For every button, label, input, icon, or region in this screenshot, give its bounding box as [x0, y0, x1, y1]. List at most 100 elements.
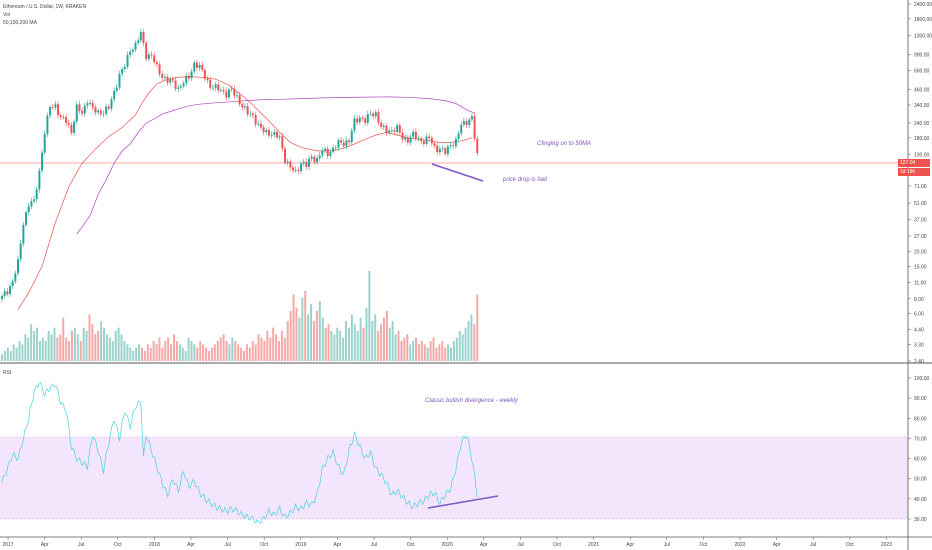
volume-bar — [415, 337, 418, 361]
candle — [227, 87, 230, 100]
volume-bar — [377, 331, 380, 361]
candle — [219, 86, 222, 93]
volume-bar — [129, 347, 132, 361]
volume-bar — [243, 351, 246, 361]
volume-bar — [417, 344, 420, 361]
candle — [153, 52, 156, 65]
volume-bar — [3, 351, 6, 361]
volume-bar — [91, 324, 94, 361]
candle — [118, 70, 121, 90]
volume-bar — [79, 341, 82, 361]
candle — [54, 100, 57, 111]
candle — [404, 134, 407, 143]
candle — [89, 99, 92, 106]
candle — [171, 76, 174, 84]
candle — [59, 112, 62, 120]
price-tick-label: 11.00 — [914, 280, 926, 286]
time-tick-label: Jul — [224, 542, 230, 548]
volume-bar — [458, 331, 461, 361]
candle — [425, 133, 428, 147]
volume-bar — [461, 334, 464, 361]
price-tick-label: 27.00 — [914, 234, 927, 240]
candle — [342, 139, 345, 149]
volume-bar — [41, 337, 44, 361]
volume-bar — [464, 327, 467, 361]
volume-bar — [44, 341, 47, 361]
candle — [25, 210, 28, 228]
candle — [113, 87, 116, 103]
candle — [270, 131, 273, 139]
volume-bar — [120, 334, 123, 361]
candle — [340, 136, 343, 146]
candle — [243, 103, 246, 111]
candle — [78, 100, 81, 114]
candle — [462, 117, 465, 127]
candle — [406, 134, 409, 145]
price-tick-label: 71.00 — [914, 184, 927, 190]
candle — [316, 154, 319, 166]
candle — [70, 122, 73, 136]
candle — [126, 51, 129, 70]
candle — [150, 50, 153, 59]
candle — [51, 103, 54, 110]
candle — [134, 40, 137, 53]
candle — [169, 76, 172, 86]
candle — [300, 161, 303, 175]
volume-bar — [432, 337, 435, 361]
volume-bar — [15, 347, 18, 361]
candle — [441, 145, 444, 152]
volume-bar — [47, 331, 50, 361]
price-tick-label: 15.00 — [914, 264, 927, 270]
volume-bar — [374, 314, 377, 361]
volume-bar — [100, 321, 103, 361]
price-tick-label: 460.00 — [914, 87, 930, 93]
volume-bar — [269, 337, 272, 361]
volume-bar — [117, 327, 120, 361]
candle — [473, 112, 476, 142]
candle — [91, 99, 94, 111]
volume-bar — [476, 294, 479, 361]
volume-bar — [30, 324, 33, 361]
candle — [230, 86, 233, 93]
volume-bar — [231, 337, 234, 361]
time-tick-label: 2023 — [881, 542, 892, 548]
volume-bar — [438, 344, 441, 361]
candle — [364, 115, 367, 127]
candle — [145, 40, 148, 62]
volume-bar — [70, 331, 73, 361]
candle — [366, 110, 369, 126]
volume-bar — [455, 337, 458, 361]
time-tick-label: Apr — [187, 542, 195, 548]
volume-bar — [158, 337, 161, 361]
rsi-tick-label: 40.00 — [914, 497, 927, 503]
volume-bar — [59, 334, 62, 361]
volume-bar — [240, 347, 243, 361]
price-tick-label: 1300.00 — [914, 34, 932, 40]
candle — [83, 103, 86, 117]
volume-bar — [155, 344, 158, 361]
time-tick-label: Jul — [810, 542, 816, 548]
rsi-series — [1, 382, 478, 524]
candle — [214, 81, 217, 91]
volume-bar — [409, 344, 412, 361]
candle — [86, 100, 89, 109]
candle — [401, 129, 404, 143]
volume-bar — [88, 314, 91, 361]
candle — [422, 138, 425, 147]
candle — [129, 48, 132, 58]
volume-bar — [277, 341, 280, 361]
volume-bar — [205, 347, 208, 361]
volume-bar — [56, 337, 59, 361]
candle — [396, 123, 399, 135]
candle — [190, 68, 193, 82]
volume-bar — [295, 307, 298, 361]
volume-bar — [365, 307, 368, 361]
volume-bar — [196, 347, 199, 361]
candle — [62, 114, 65, 120]
candle — [155, 59, 158, 67]
candle — [11, 278, 14, 290]
annotation-divergence: Classic bullish divergence - weekly — [425, 398, 518, 404]
candle — [174, 77, 177, 92]
volume-bar — [452, 341, 455, 361]
